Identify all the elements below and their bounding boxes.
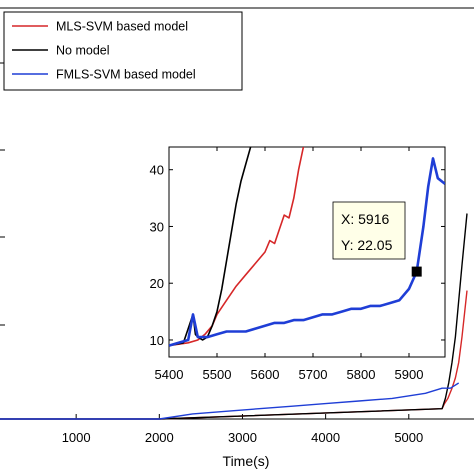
main-x-tick-label: 3000	[228, 430, 257, 445]
inset-y-tick-label: 20	[150, 276, 164, 291]
inset-series-group	[169, 147, 445, 347]
datatip-y: Y: 22.05	[341, 237, 393, 253]
datatip[interactable]: X: 5916 Y: 22.05	[332, 201, 422, 277]
inset-y-tick-label: 40	[150, 163, 164, 178]
main-series-no-model	[0, 213, 468, 420]
inset-series-fmls-svm-based-model	[169, 157, 445, 347]
main-x-tick-label: 5000	[394, 430, 423, 445]
main-x-tick-label: 2000	[145, 430, 174, 445]
inset-x-tick-label: 5900	[395, 367, 424, 382]
legend-label-mls-svm-based-model: MLS-SVM based model	[56, 20, 188, 34]
main-series-fmls-svm-based-model	[0, 382, 460, 420]
legend-label-no-model: No model	[56, 44, 110, 58]
inset-x-tick-label: 5500	[203, 367, 232, 382]
datatip-x: X: 5916	[341, 211, 389, 227]
datatip-marker[interactable]	[411, 266, 422, 277]
inset-x-tick-label: 5400	[155, 367, 184, 382]
main-ticks: 1000 2000 3000 4000 5000	[0, 62, 423, 445]
legend: MLS-SVM based model No model FMLS-SVM base…	[3, 11, 243, 91]
inset-y-tick-label: 10	[150, 333, 164, 348]
inset-plot: 5400 5500 5600 5700 5800 5900 10 20 30 40 X: 5916…	[150, 146, 446, 382]
inset-y-tick-label: 30	[150, 219, 164, 234]
inset-x-tick-label: 5600	[251, 367, 280, 382]
legend-label-fmls-svm-based-model: FMLS-SVM based model	[56, 68, 196, 82]
inset-x-tick-label: 5700	[299, 367, 328, 382]
inset-ticks: 5400 5500 5600 5700 5800 5900 10 20 30 40	[150, 147, 445, 382]
legend-box	[3, 11, 243, 91]
inset-series-mls-svm-based-model	[169, 147, 305, 347]
main-x-tick-label: 1000	[62, 430, 91, 445]
datatip-box	[332, 201, 406, 260]
x-axis-label: Time(s)	[223, 453, 270, 469]
inset-x-tick-label: 5800	[347, 367, 376, 382]
main-x-tick-label: 4000	[311, 430, 340, 445]
main-series-group	[0, 213, 468, 420]
